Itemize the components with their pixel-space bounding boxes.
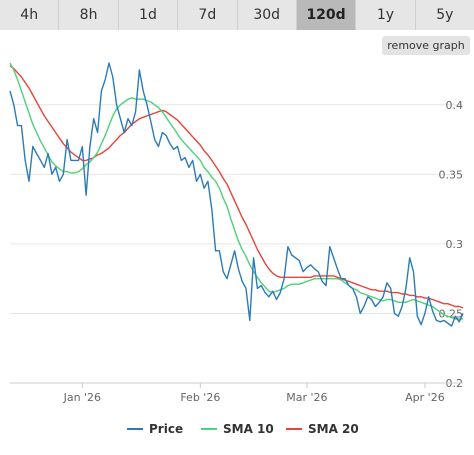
sma10-line [9,62,463,320]
tab-1d[interactable]: 1d [118,0,179,30]
sma20-line-icon [286,428,302,430]
y-tick-label: 0.4 [446,99,464,112]
tab-30d[interactable]: 30d [237,0,297,30]
price-line [9,62,464,327]
x-tick-label: Feb '26 [180,391,220,404]
chart-legend: Price SMA 10 SMA 20 [0,419,474,439]
y-tick-label: 0.3 [446,238,464,251]
tab-8h[interactable]: 8h [59,0,119,30]
legend-item-sma10[interactable]: SMA 10 [201,419,274,439]
time-range-tabs: 4h 8h 1d 7d 30d 120d 1y 5y [0,0,474,30]
sma20-line [9,65,464,309]
tab-120d[interactable]: 120d [296,0,357,30]
price-line-icon [127,428,143,430]
legend-item-price[interactable]: Price [127,419,183,439]
remove-graph-button[interactable]: remove graph [382,36,470,55]
y-tick-label: 0.35 [439,168,464,181]
x-tick-label: Apr '26 [405,391,445,404]
tab-1y[interactable]: 1y [356,0,416,30]
legend-item-sma20[interactable]: SMA 20 [286,419,359,439]
legend-label-sma20: SMA 20 [308,422,359,436]
x-tick-label: Mar '26 [286,391,327,404]
legend-label-sma10: SMA 10 [223,422,274,436]
tab-5y[interactable]: 5y [415,0,474,30]
sma10-line-icon [201,428,217,430]
tab-7d[interactable]: 7d [178,0,238,30]
legend-label-price: Price [149,422,184,436]
x-tick-label: Jan '26 [63,391,101,404]
tab-4h[interactable]: 4h [0,0,60,30]
